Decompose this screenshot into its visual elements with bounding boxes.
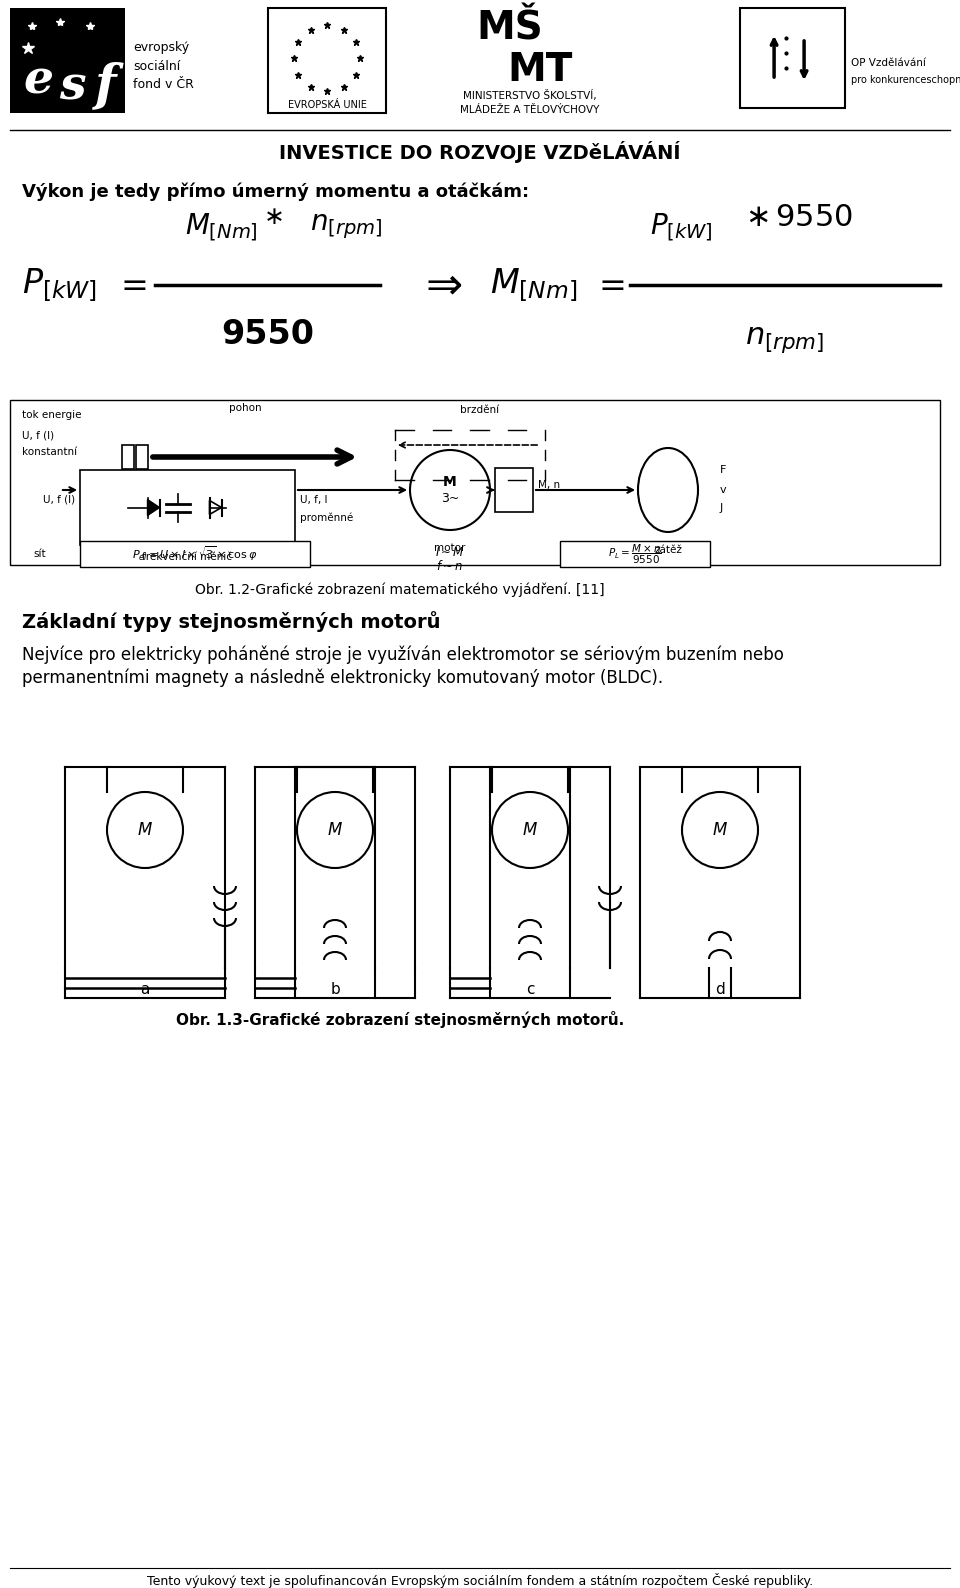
Text: $P_{[kW]}$: $P_{[kW]}$ bbox=[22, 267, 97, 303]
Text: MLÁDEŽE A TĚLOVÝCHOVY: MLÁDEŽE A TĚLOVÝCHOVY bbox=[460, 105, 600, 114]
Text: F: F bbox=[720, 465, 727, 475]
Text: f: f bbox=[95, 62, 116, 111]
Text: $\ast\,9550$: $\ast\,9550$ bbox=[745, 203, 853, 232]
Text: Základní typy stejnosměrných motorů: Základní typy stejnosměrných motorů bbox=[22, 611, 441, 632]
Circle shape bbox=[107, 792, 183, 869]
Text: permanentními magnety a následně elektronicky komutovaný motor (BLDC).: permanentními magnety a následně elektro… bbox=[22, 669, 663, 688]
Text: $P_{el} = U \times l \times \sqrt{3} \times \cos\varphi$: $P_{el} = U \times l \times \sqrt{3} \ti… bbox=[132, 545, 257, 564]
Text: M: M bbox=[713, 821, 727, 838]
Polygon shape bbox=[148, 500, 159, 516]
Polygon shape bbox=[209, 500, 222, 515]
Text: sociální: sociální bbox=[133, 59, 180, 73]
Text: 3~: 3~ bbox=[441, 492, 459, 505]
Text: c: c bbox=[526, 983, 535, 997]
Text: $P_{[kW]}$: $P_{[kW]}$ bbox=[650, 211, 712, 243]
Text: EVROPSKÁ UNIE: EVROPSKÁ UNIE bbox=[288, 100, 367, 110]
Text: $M_{[Nm]}$: $M_{[Nm]}$ bbox=[185, 211, 258, 243]
Text: M: M bbox=[327, 821, 342, 838]
Text: fond v ČR: fond v ČR bbox=[133, 78, 194, 91]
Text: INVESTICE DO ROZVOJE VZDěLÁVÁNÍ: INVESTICE DO ROZVOJE VZDěLÁVÁNÍ bbox=[279, 141, 681, 164]
Bar bbox=[80, 542, 310, 567]
Bar bbox=[560, 542, 710, 567]
Text: Obr. 1.3-Grafické zobrazení stejnosměrných motorů.: Obr. 1.3-Grafické zobrazení stejnosměrný… bbox=[176, 1012, 624, 1029]
Text: Výkon je tedy přímo úmerný momentu a otáčkám:: Výkon je tedy přímo úmerný momentu a otá… bbox=[22, 183, 529, 202]
Text: b: b bbox=[330, 983, 340, 997]
Text: $=$: $=$ bbox=[591, 268, 624, 302]
Text: tok energie: tok energie bbox=[22, 410, 82, 419]
Text: $=$: $=$ bbox=[113, 268, 147, 302]
Text: zátěž: zátěž bbox=[654, 545, 682, 554]
Text: $P_L = \dfrac{M \times n}{9550}$: $P_L = \dfrac{M \times n}{9550}$ bbox=[609, 543, 661, 565]
Bar bbox=[495, 468, 533, 511]
Text: $\Rightarrow$: $\Rightarrow$ bbox=[417, 264, 463, 306]
Text: $\ast$: $\ast$ bbox=[263, 205, 283, 229]
Circle shape bbox=[410, 449, 490, 530]
Text: pohon: pohon bbox=[228, 403, 261, 413]
Text: U, f (l): U, f (l) bbox=[22, 430, 54, 440]
Text: d: d bbox=[715, 983, 725, 997]
Circle shape bbox=[297, 792, 373, 869]
Bar bbox=[136, 445, 148, 468]
Text: pro konkurenceschopnost: pro konkurenceschopnost bbox=[851, 75, 960, 86]
Text: e: e bbox=[24, 57, 54, 103]
Text: $n_{[rpm]}$: $n_{[rpm]}$ bbox=[310, 213, 382, 241]
Text: brzdění: brzdění bbox=[461, 405, 499, 414]
Text: MŠ: MŠ bbox=[476, 10, 543, 48]
Ellipse shape bbox=[638, 448, 698, 532]
Text: M: M bbox=[444, 475, 457, 489]
Text: 9550: 9550 bbox=[221, 319, 314, 351]
Text: $I \sim M$: $I \sim M$ bbox=[435, 546, 465, 559]
Bar bbox=[122, 445, 134, 468]
Text: s: s bbox=[59, 64, 85, 110]
Text: $f \sim n$: $f \sim n$ bbox=[437, 559, 464, 573]
Text: M, n: M, n bbox=[538, 480, 560, 491]
Text: M: M bbox=[523, 821, 538, 838]
Text: konstantní: konstantní bbox=[22, 446, 77, 457]
Text: Tento výukový text je spolufinancován Evropským sociálním fondem a státním rozpo: Tento výukový text je spolufinancován Ev… bbox=[147, 1574, 813, 1588]
Text: $M_{[Nm]}$: $M_{[Nm]}$ bbox=[490, 267, 577, 303]
Text: frekvenční měnič: frekvenční měnič bbox=[142, 553, 232, 562]
Text: OP Vzdělávání: OP Vzdělávání bbox=[851, 59, 925, 68]
Bar bbox=[740, 8, 845, 108]
Bar bbox=[10, 400, 940, 565]
Text: evropský: evropský bbox=[133, 41, 189, 54]
Circle shape bbox=[682, 792, 758, 869]
Text: U, f, l: U, f, l bbox=[300, 494, 327, 505]
Text: Nejvíce pro elektricky poháněné stroje je využíván elektromotor se sériovým buze: Nejvíce pro elektricky poháněné stroje j… bbox=[22, 646, 784, 664]
Text: J: J bbox=[720, 503, 723, 513]
Circle shape bbox=[492, 792, 568, 869]
Text: MT: MT bbox=[507, 51, 573, 89]
Text: M: M bbox=[138, 821, 153, 838]
Text: $n_{[rpm]}$: $n_{[rpm]}$ bbox=[745, 326, 825, 356]
Text: a: a bbox=[140, 983, 150, 997]
Text: U, f (l): U, f (l) bbox=[43, 494, 75, 505]
Bar bbox=[80, 470, 295, 545]
Text: MINISTERSTVO ŠKOLSTVÍ,: MINISTERSTVO ŠKOLSTVÍ, bbox=[463, 89, 597, 100]
Text: proměnné: proměnné bbox=[300, 513, 353, 522]
Bar bbox=[10, 8, 125, 113]
Text: Obr. 1.2-Grafické zobrazení matematického vyjádření. [11]: Obr. 1.2-Grafické zobrazení matematickéh… bbox=[195, 583, 605, 597]
Text: sít: sít bbox=[34, 549, 46, 559]
Bar bbox=[268, 8, 386, 113]
Text: v: v bbox=[720, 484, 727, 495]
Text: motor: motor bbox=[434, 543, 466, 553]
